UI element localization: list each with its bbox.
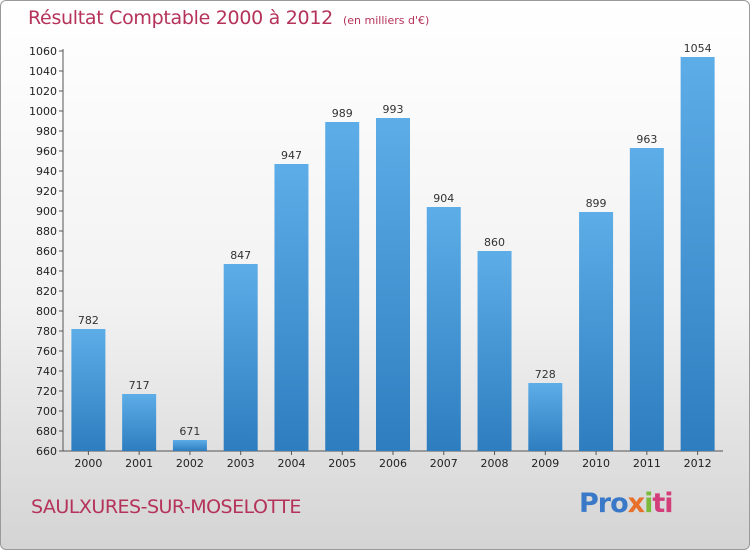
logo-part-2: x (627, 488, 645, 519)
x-tick-label: 2008 (481, 457, 509, 470)
x-tick-label: 2006 (379, 457, 407, 470)
bar (528, 383, 563, 451)
y-tick-label: 900 (36, 205, 57, 218)
bar-value-label: 847 (230, 249, 251, 262)
bar (274, 164, 309, 451)
logo-part-3: i (644, 488, 653, 519)
logo-part-1: Pro (579, 488, 629, 519)
bar (71, 329, 106, 451)
bar-value-label: 1054 (684, 42, 712, 55)
bar (122, 394, 157, 451)
bar-value-label: 947 (281, 149, 302, 162)
bar-value-label: 989 (332, 107, 353, 120)
bar-value-label: 899 (586, 197, 607, 210)
bar-value-label: 782 (78, 314, 99, 327)
x-tick-label: 2002 (176, 457, 204, 470)
bar (629, 148, 664, 451)
x-tick-label: 2004 (277, 457, 305, 470)
y-tick-label: 1060 (29, 45, 57, 58)
bar (223, 264, 258, 451)
x-tick-label: 2009 (531, 457, 559, 470)
bar-value-label: 860 (484, 236, 505, 249)
y-tick-label: 720 (36, 385, 57, 398)
y-tick-label: 980 (36, 125, 57, 138)
y-tick-label: 1000 (29, 105, 57, 118)
bar-value-label: 963 (636, 133, 657, 146)
x-tick-label: 2012 (684, 457, 712, 470)
y-tick-label: 940 (36, 165, 57, 178)
x-tick-label: 2003 (227, 457, 255, 470)
proxiti-logo[interactable]: Proxiti (579, 488, 674, 519)
bar-value-label: 717 (129, 379, 150, 392)
y-tick-label: 700 (36, 405, 57, 418)
y-tick-label: 800 (36, 305, 57, 318)
bar (477, 251, 512, 451)
y-tick-label: 780 (36, 325, 57, 338)
y-tick-label: 740 (36, 365, 57, 378)
logo-part-4: ti (652, 488, 673, 519)
bar-value-label: 728 (535, 368, 556, 381)
bar (325, 122, 360, 451)
bar-value-label: 993 (383, 103, 404, 116)
x-tick-label: 2001 (125, 457, 153, 470)
x-tick-label: 2005 (328, 457, 356, 470)
x-tick-label: 2011 (633, 457, 661, 470)
chart-subtitle: (en milliers d'€) (343, 14, 430, 27)
y-tick-label: 880 (36, 225, 57, 238)
bar (426, 207, 461, 451)
bar (172, 440, 207, 451)
bar-value-label: 671 (179, 425, 200, 438)
y-tick-label: 1040 (29, 65, 57, 78)
y-tick-label: 840 (36, 265, 57, 278)
x-tick-label: 2000 (74, 457, 102, 470)
y-tick-label: 1020 (29, 85, 57, 98)
y-tick-label: 760 (36, 345, 57, 358)
chart-title: Résultat Comptable 2000 à 2012 (28, 7, 333, 29)
bar (376, 118, 410, 451)
x-tick-label: 2007 (430, 457, 458, 470)
bar (579, 212, 614, 451)
y-tick-label: 820 (36, 285, 57, 298)
y-tick-label: 680 (36, 425, 57, 438)
bar-value-label: 904 (433, 192, 454, 205)
y-tick-label: 960 (36, 145, 57, 158)
y-tick-label: 660 (36, 445, 57, 458)
x-tick-label: 2010 (582, 457, 610, 470)
bar (680, 57, 715, 451)
y-tick-label: 860 (36, 245, 57, 258)
y-tick-label: 920 (36, 185, 57, 198)
commune-name: SAULXURES-SUR-MOSELOTTE (31, 496, 301, 518)
